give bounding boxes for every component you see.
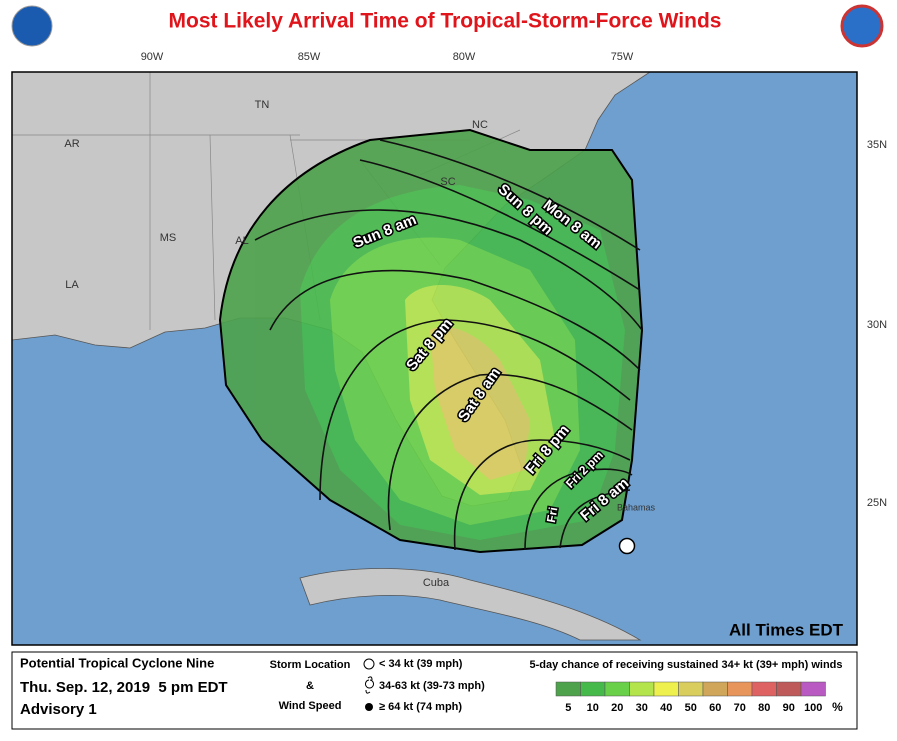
nws-logo [840,4,884,48]
place-label: LA [65,279,79,291]
scale-label: 5 [565,702,571,714]
scale-unit: % [832,700,843,714]
cuba [299,568,642,641]
storm-name: Potential Tropical Cyclone Nine [20,655,214,670]
key-icon [365,676,374,694]
place-label: AL [235,235,248,247]
key-item: 34-63 kt (39-73 mph) [379,680,485,692]
prob-area [430,326,530,480]
lon-label: 85W [298,51,321,63]
place-label: AR [64,138,79,150]
place-label: MS [160,232,177,244]
scale-swatch [555,681,581,697]
key-icon [363,658,375,670]
prob-scale: 5 10 20 30 40 50 60 70 80 90 100% [555,681,843,714]
scale-label: 100 [804,702,822,714]
key-title: Storm Location [270,659,351,671]
scale-label: 20 [611,702,623,714]
lon-label: 80W [453,51,476,63]
scale-swatch [604,681,630,697]
scale-swatch [800,681,826,697]
lon-label: 90W [141,51,164,63]
key-item: ≥ 64 kt (74 mph) [379,701,462,713]
outer-contour [218,128,644,554]
scale-label: 40 [660,702,672,714]
place-label: NC [472,119,488,131]
map: Mon 8 am Sun 8 pm Sun 8 am Sat 8 pm Sat … [11,71,858,646]
key-title: & [306,680,314,692]
title: Most Likely Arrival Time of Tropical-Sto… [169,10,722,33]
scale-swatch [776,681,802,697]
scale-label: 10 [587,702,599,714]
key-icon [365,703,373,711]
scale-swatch [702,681,728,697]
lon-label: 75W [611,51,634,63]
scale-label: 50 [685,702,697,714]
scale-label: 60 [709,702,721,714]
storm-marker [618,537,636,555]
contour-label: Fri [544,506,560,524]
place-label: TN [255,99,270,111]
scale-label: 80 [758,702,770,714]
map-frame [11,71,858,646]
legend: Potential Tropical Cyclone Nine Thu. Sep… [11,651,858,730]
advisory-number: Advisory 1 [20,701,97,718]
key-title: Wind Speed [279,700,342,712]
prob-title: 5-day chance of receiving sustained 34+ … [530,659,843,671]
time-contours [254,139,643,551]
lat-label: 25N [867,497,887,509]
place-label: Cuba [423,577,450,589]
scale-swatch [678,681,704,697]
scale-swatch [580,681,606,697]
scale-swatch [629,681,655,697]
advisory-date: Thu. Sep. 12, 2019 5 pm EDT [20,679,228,696]
lat-label: 35N [867,139,887,151]
lat-label: 30N [867,319,887,331]
scale-label: 70 [734,702,746,714]
place-label: Bahamas [617,502,656,512]
place-label: SC [440,176,455,188]
probability-field [220,130,642,552]
scale-swatch [727,681,753,697]
scale-swatch [751,681,777,697]
scale-label: 90 [783,702,795,714]
key-item: < 34 kt (39 mph) [379,658,463,670]
times-note: All Times EDT [729,620,844,639]
scale-label: 30 [636,702,648,714]
scale-swatch [653,681,679,697]
noaa-logo [11,5,53,47]
